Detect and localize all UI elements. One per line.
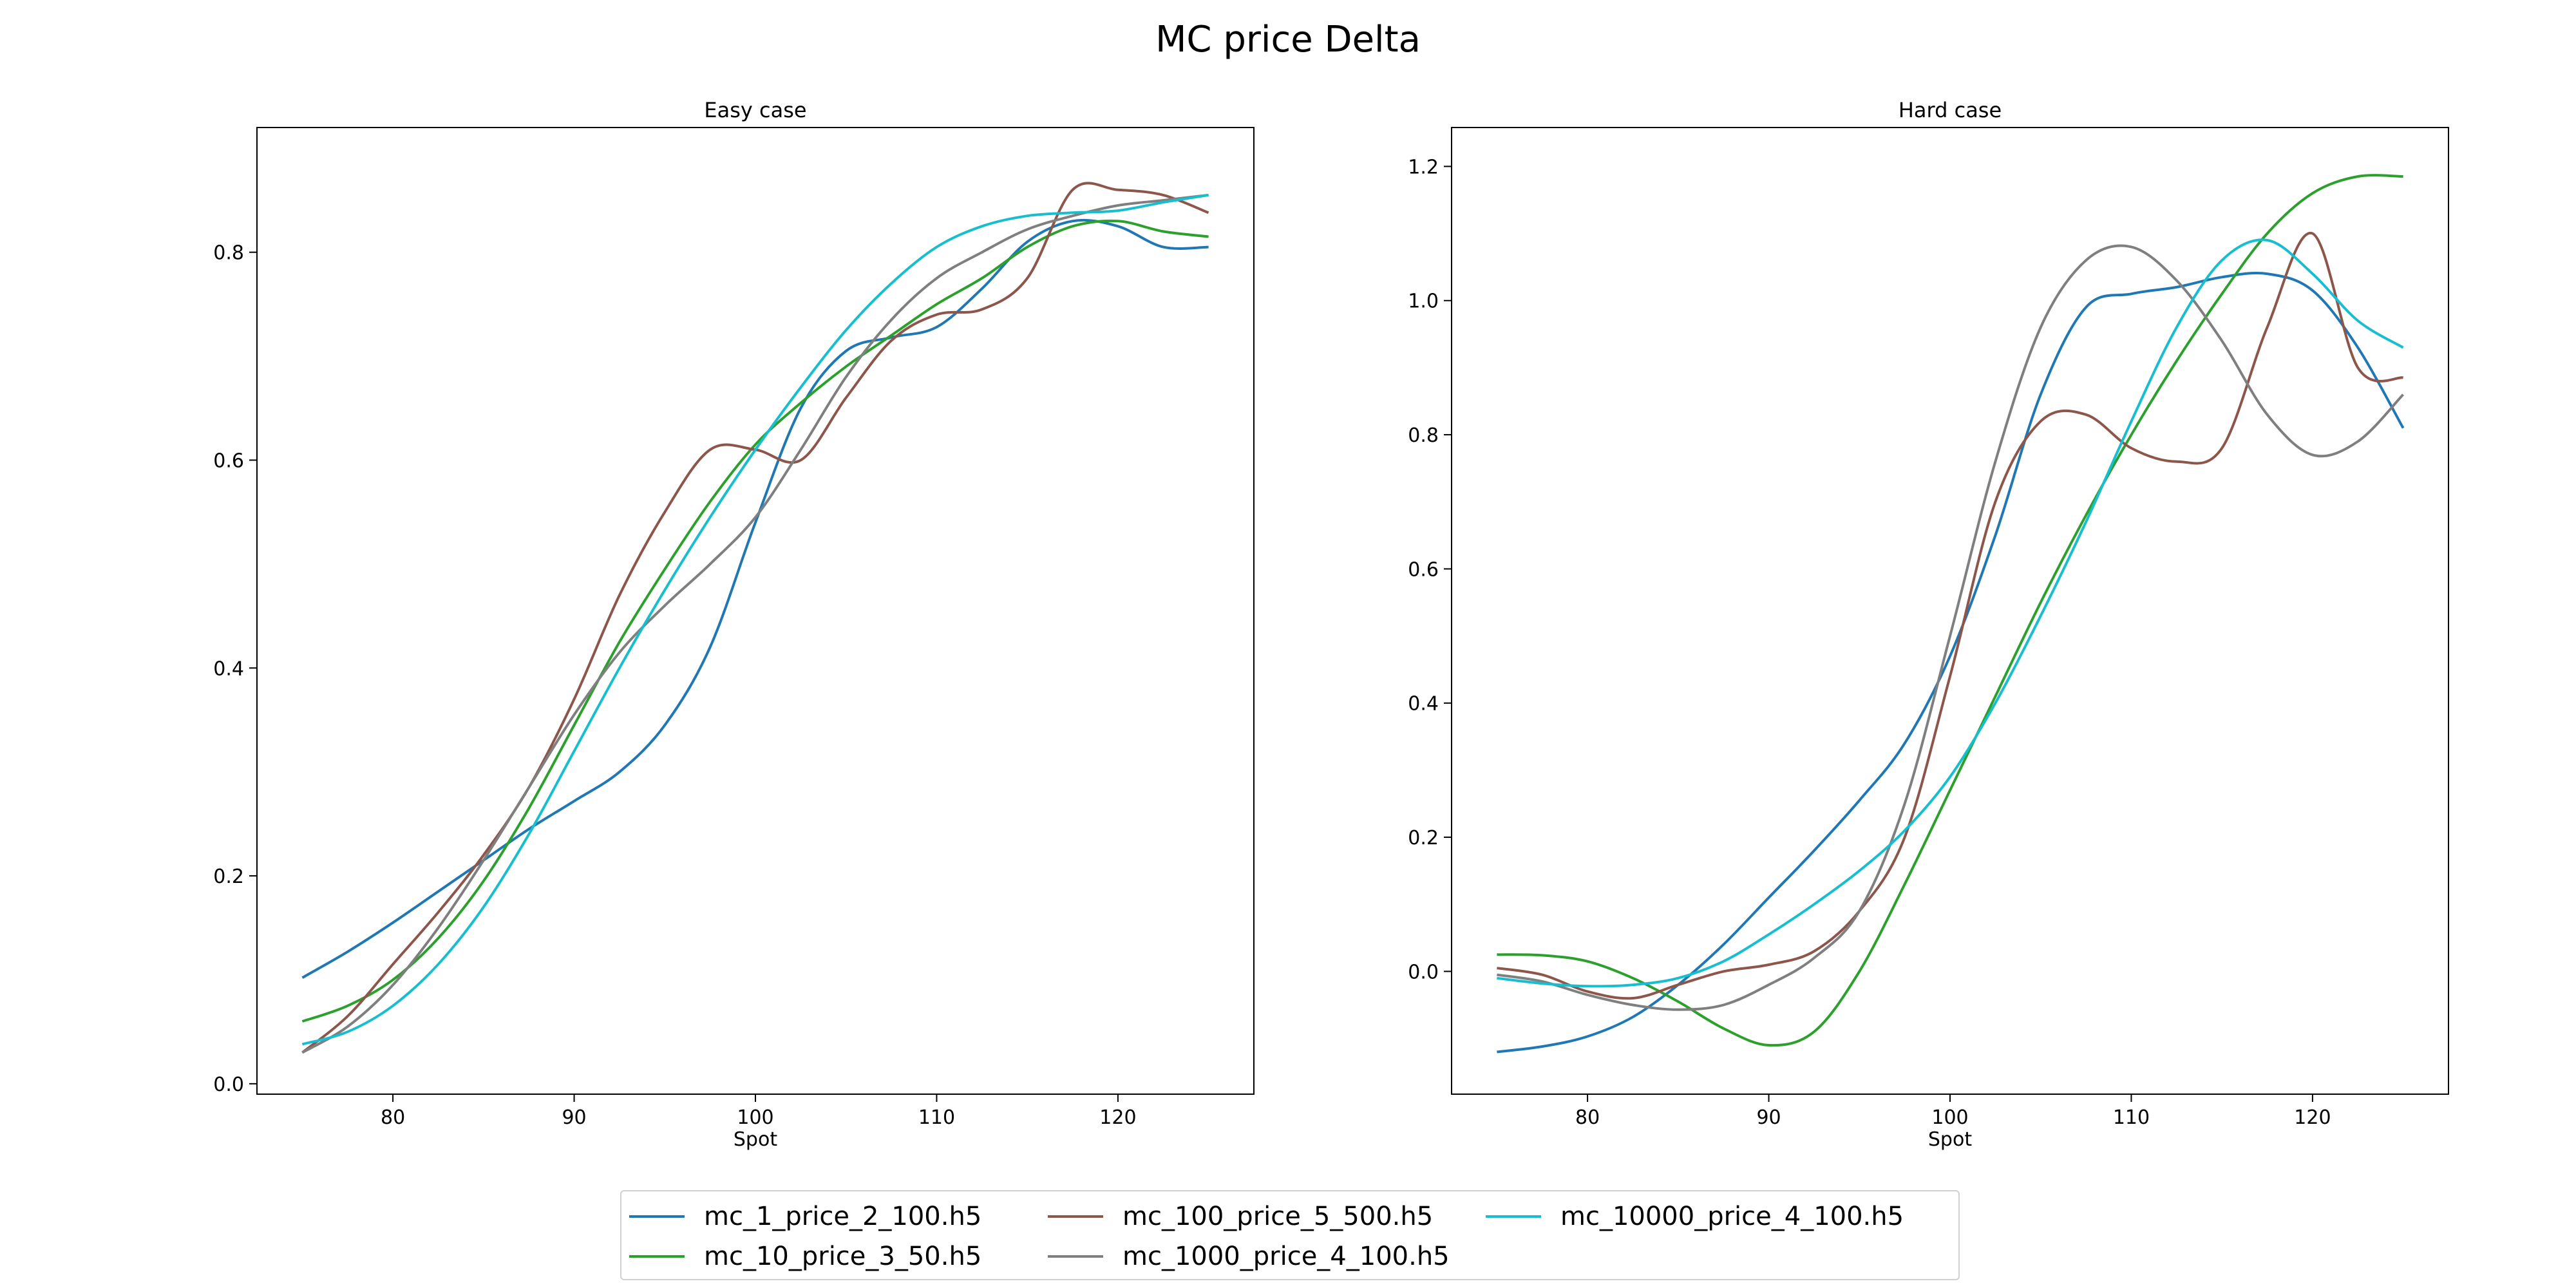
panel-easy-case: Easy case 80 90 100 110 120 0.00.20.40.60.8 … [213, 98, 1255, 1151]
series-line-mc-100-price-5-500-h5 [1497, 232, 2404, 1000]
x-tick-label: 80 [1575, 1106, 1600, 1129]
legend-label: mc_10000_price_4_100.h5 [1560, 1202, 1904, 1231]
x-tick-label: 100 [1931, 1106, 1968, 1129]
x-tick-label: 100 [737, 1106, 773, 1129]
plot-frame [256, 127, 1255, 1095]
series-line-mc-10-price-3-50-h5 [1497, 174, 2403, 1047]
x-tick-label: 80 [381, 1106, 405, 1129]
legend-label: mc_1000_price_4_100.h5 [1122, 1242, 1450, 1271]
series-line-mc-1000-price-4-100-h5 [301, 193, 1209, 1054]
series-line-mc-1-price-2-100-h5 [301, 218, 1209, 979]
legend-swatch [1048, 1255, 1103, 1258]
y-tick-label: 0.8 [213, 242, 244, 265]
x-tick-labels: 80 90 100 110 120 [1575, 1094, 2331, 1129]
legend-entry: mc_10_price_3_50.h5 [629, 1236, 1048, 1276]
y-tick-label: 0.6 [213, 450, 244, 472]
legend-swatch [1486, 1215, 1541, 1218]
y-tick-label: 0.6 [1408, 558, 1439, 581]
legend-entry: mc_10000_price_4_100.h5 [1486, 1197, 1924, 1236]
legend-label: mc_100_price_5_500.h5 [1122, 1202, 1434, 1231]
x-tick-label: 90 [562, 1106, 586, 1129]
y-tick-label: 0.4 [1408, 693, 1439, 715]
y-tick-label: 1.0 [1408, 290, 1439, 313]
y-tick-label: 0.8 [1408, 424, 1439, 447]
panel-title: Easy case [704, 98, 806, 122]
series-line-mc-1-price-2-100-h5 [1497, 271, 2405, 1054]
y-tick-label: 1.2 [1408, 156, 1439, 178]
series-line-mc-10000-price-4-100-h5 [301, 193, 1209, 1046]
legend-swatch [629, 1255, 685, 1258]
x-tick-labels: 80 90 100 110 120 [381, 1094, 1137, 1129]
x-axis-label: Spot [1928, 1128, 1972, 1151]
legend-entry: mc_1000_price_4_100.h5 [1048, 1236, 1486, 1276]
y-tick-label: 0.2 [1408, 827, 1439, 849]
y-tick-label: 0.2 [213, 866, 244, 888]
plot-frame [1451, 127, 2449, 1095]
legend-entry: mc_100_price_5_500.h5 [1048, 1197, 1486, 1236]
x-tick-label: 110 [918, 1106, 955, 1129]
x-tick-label: 120 [1099, 1106, 1136, 1129]
x-tick-label: 110 [2113, 1106, 2150, 1129]
series-lines [301, 182, 1209, 1054]
series-lines [1497, 174, 2405, 1054]
x-axis-label: Spot [734, 1128, 777, 1151]
series-line-mc-1000-price-4-100-h5 [1497, 244, 2405, 1011]
y-tick-labels: 0.0 0.2 0.4 0.6 0.8 [213, 242, 257, 1096]
series-line-mc-10000-price-4-100-h5 [1497, 238, 2404, 988]
x-tick-label: 90 [1756, 1106, 1781, 1129]
legend-label: mc_1_price_2_100.h5 [704, 1202, 982, 1231]
y-tick-label: 0.0 [213, 1074, 244, 1096]
figure-title: MC price Delta [1155, 19, 1421, 61]
y-tick-label: 0.4 [213, 658, 244, 680]
series-line-mc-100-price-5-500-h5 [301, 182, 1209, 1054]
x-tick-label: 120 [2294, 1106, 2331, 1129]
legend-swatch [1048, 1215, 1103, 1218]
series-line-mc-10-price-3-50-h5 [301, 219, 1209, 1023]
y-tick-labels: 0.0 0.2 0.4 0.6 0.8 1.0 1.2 [1408, 156, 1452, 983]
legend-label: mc_10_price_3_50.h5 [704, 1242, 982, 1271]
y-tick-label: 0.0 [1408, 961, 1439, 983]
panel-title: Hard case [1899, 98, 2002, 122]
legend: mc_1_price_2_100.h5 mc_10_price_3_50.h5 mc… [620, 1190, 1960, 1280]
legend-entry: mc_1_price_2_100.h5 [629, 1197, 1048, 1236]
panel-hard-case: Hard case 80 90 100 110 120 0.0 0.2 0.4 0.6 0.8 1… [1408, 98, 2449, 1151]
legend-swatch [629, 1215, 685, 1218]
